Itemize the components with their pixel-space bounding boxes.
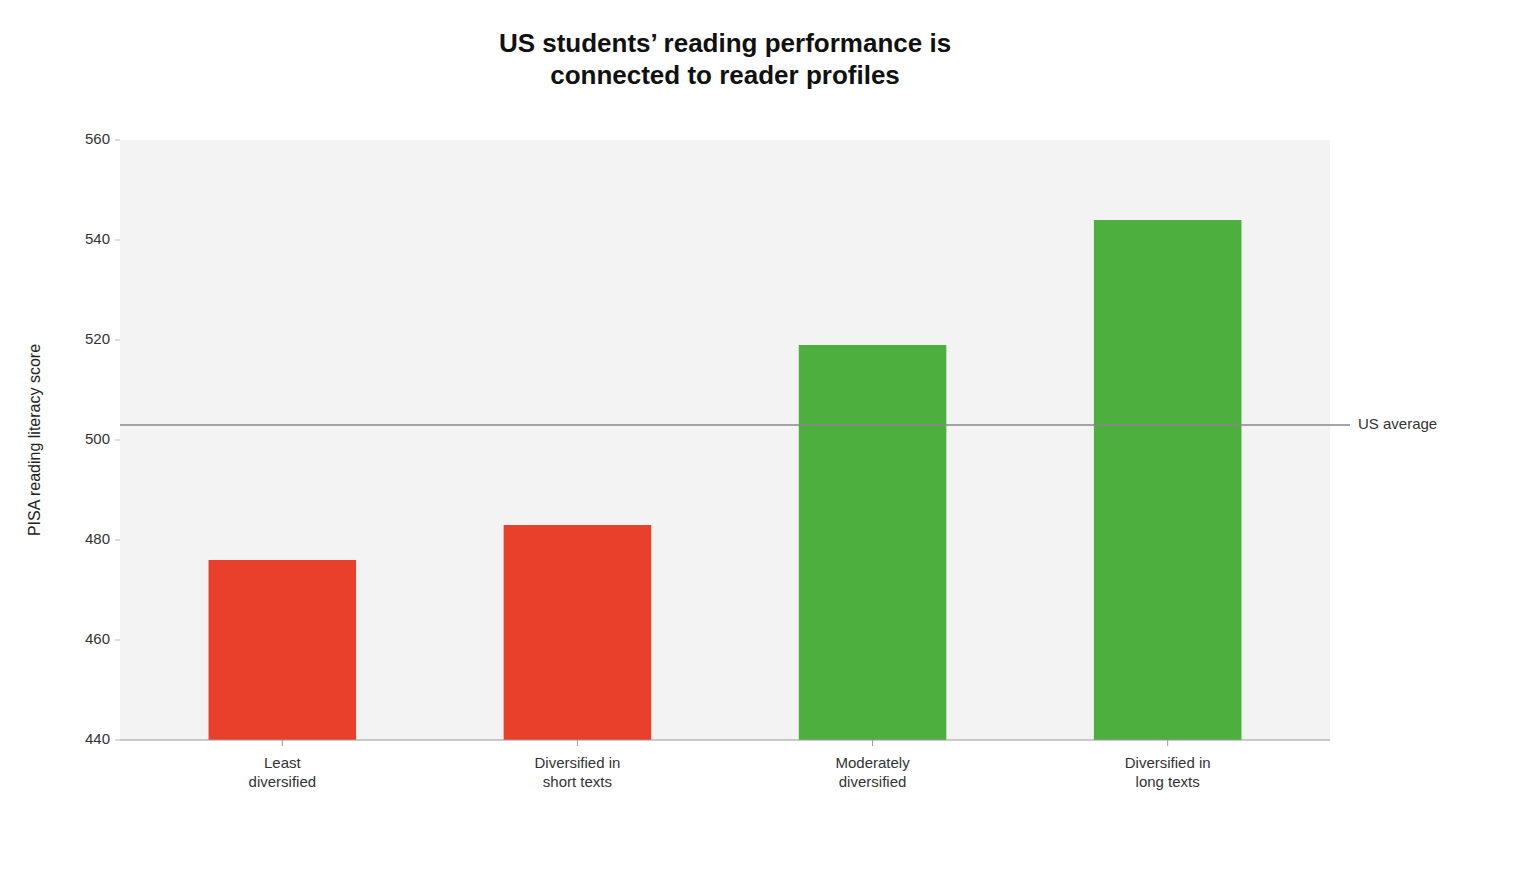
reference-line bbox=[120, 424, 1350, 426]
x-tick bbox=[872, 740, 873, 746]
y-axis: 440 460 480 500 520 540 560 bbox=[85, 130, 120, 747]
x-tick bbox=[282, 740, 283, 746]
y-tick-label: 500 bbox=[85, 430, 110, 447]
x-tick-label: Diversified inlong texts bbox=[1125, 754, 1211, 790]
y-tick-label: 520 bbox=[85, 330, 110, 347]
bar bbox=[209, 560, 357, 740]
y-tick bbox=[115, 740, 120, 741]
x-axis: Leastdiversified Diversified inshort text… bbox=[120, 740, 1330, 790]
y-tick-label: 440 bbox=[85, 730, 110, 747]
y-tick-label: 540 bbox=[85, 230, 110, 247]
y-tick-label: 460 bbox=[85, 630, 110, 647]
x-tick-label: Leastdiversified bbox=[249, 754, 317, 790]
chart-container: US students’ reading performance isconne… bbox=[0, 0, 1524, 885]
y-tick bbox=[115, 440, 120, 441]
x-tick bbox=[1167, 740, 1168, 746]
title: US students’ reading performance isconne… bbox=[499, 28, 951, 90]
y-tick-label: 480 bbox=[85, 530, 110, 547]
reference: US average bbox=[120, 415, 1437, 432]
x-tick-label: Moderatelydiversified bbox=[835, 754, 910, 790]
x-axis-line bbox=[120, 740, 1330, 741]
plot-background bbox=[120, 140, 1330, 740]
bar bbox=[1094, 220, 1242, 740]
reference-label: US average bbox=[1358, 415, 1437, 432]
bar bbox=[799, 345, 947, 740]
bars bbox=[209, 220, 1242, 740]
x-tick-label: Diversified inshort texts bbox=[535, 754, 621, 790]
y-tick bbox=[115, 540, 120, 541]
chart-svg: US students’ reading performance isconne… bbox=[0, 0, 1524, 885]
bar bbox=[504, 525, 652, 740]
y-tick-label: 560 bbox=[85, 130, 110, 147]
x-tick bbox=[577, 740, 578, 746]
y-tick bbox=[115, 340, 120, 341]
y-tick bbox=[115, 240, 120, 241]
y-axis-label: PISA reading literacy score bbox=[26, 344, 43, 536]
y-tick bbox=[115, 140, 120, 141]
y-tick bbox=[115, 640, 120, 641]
